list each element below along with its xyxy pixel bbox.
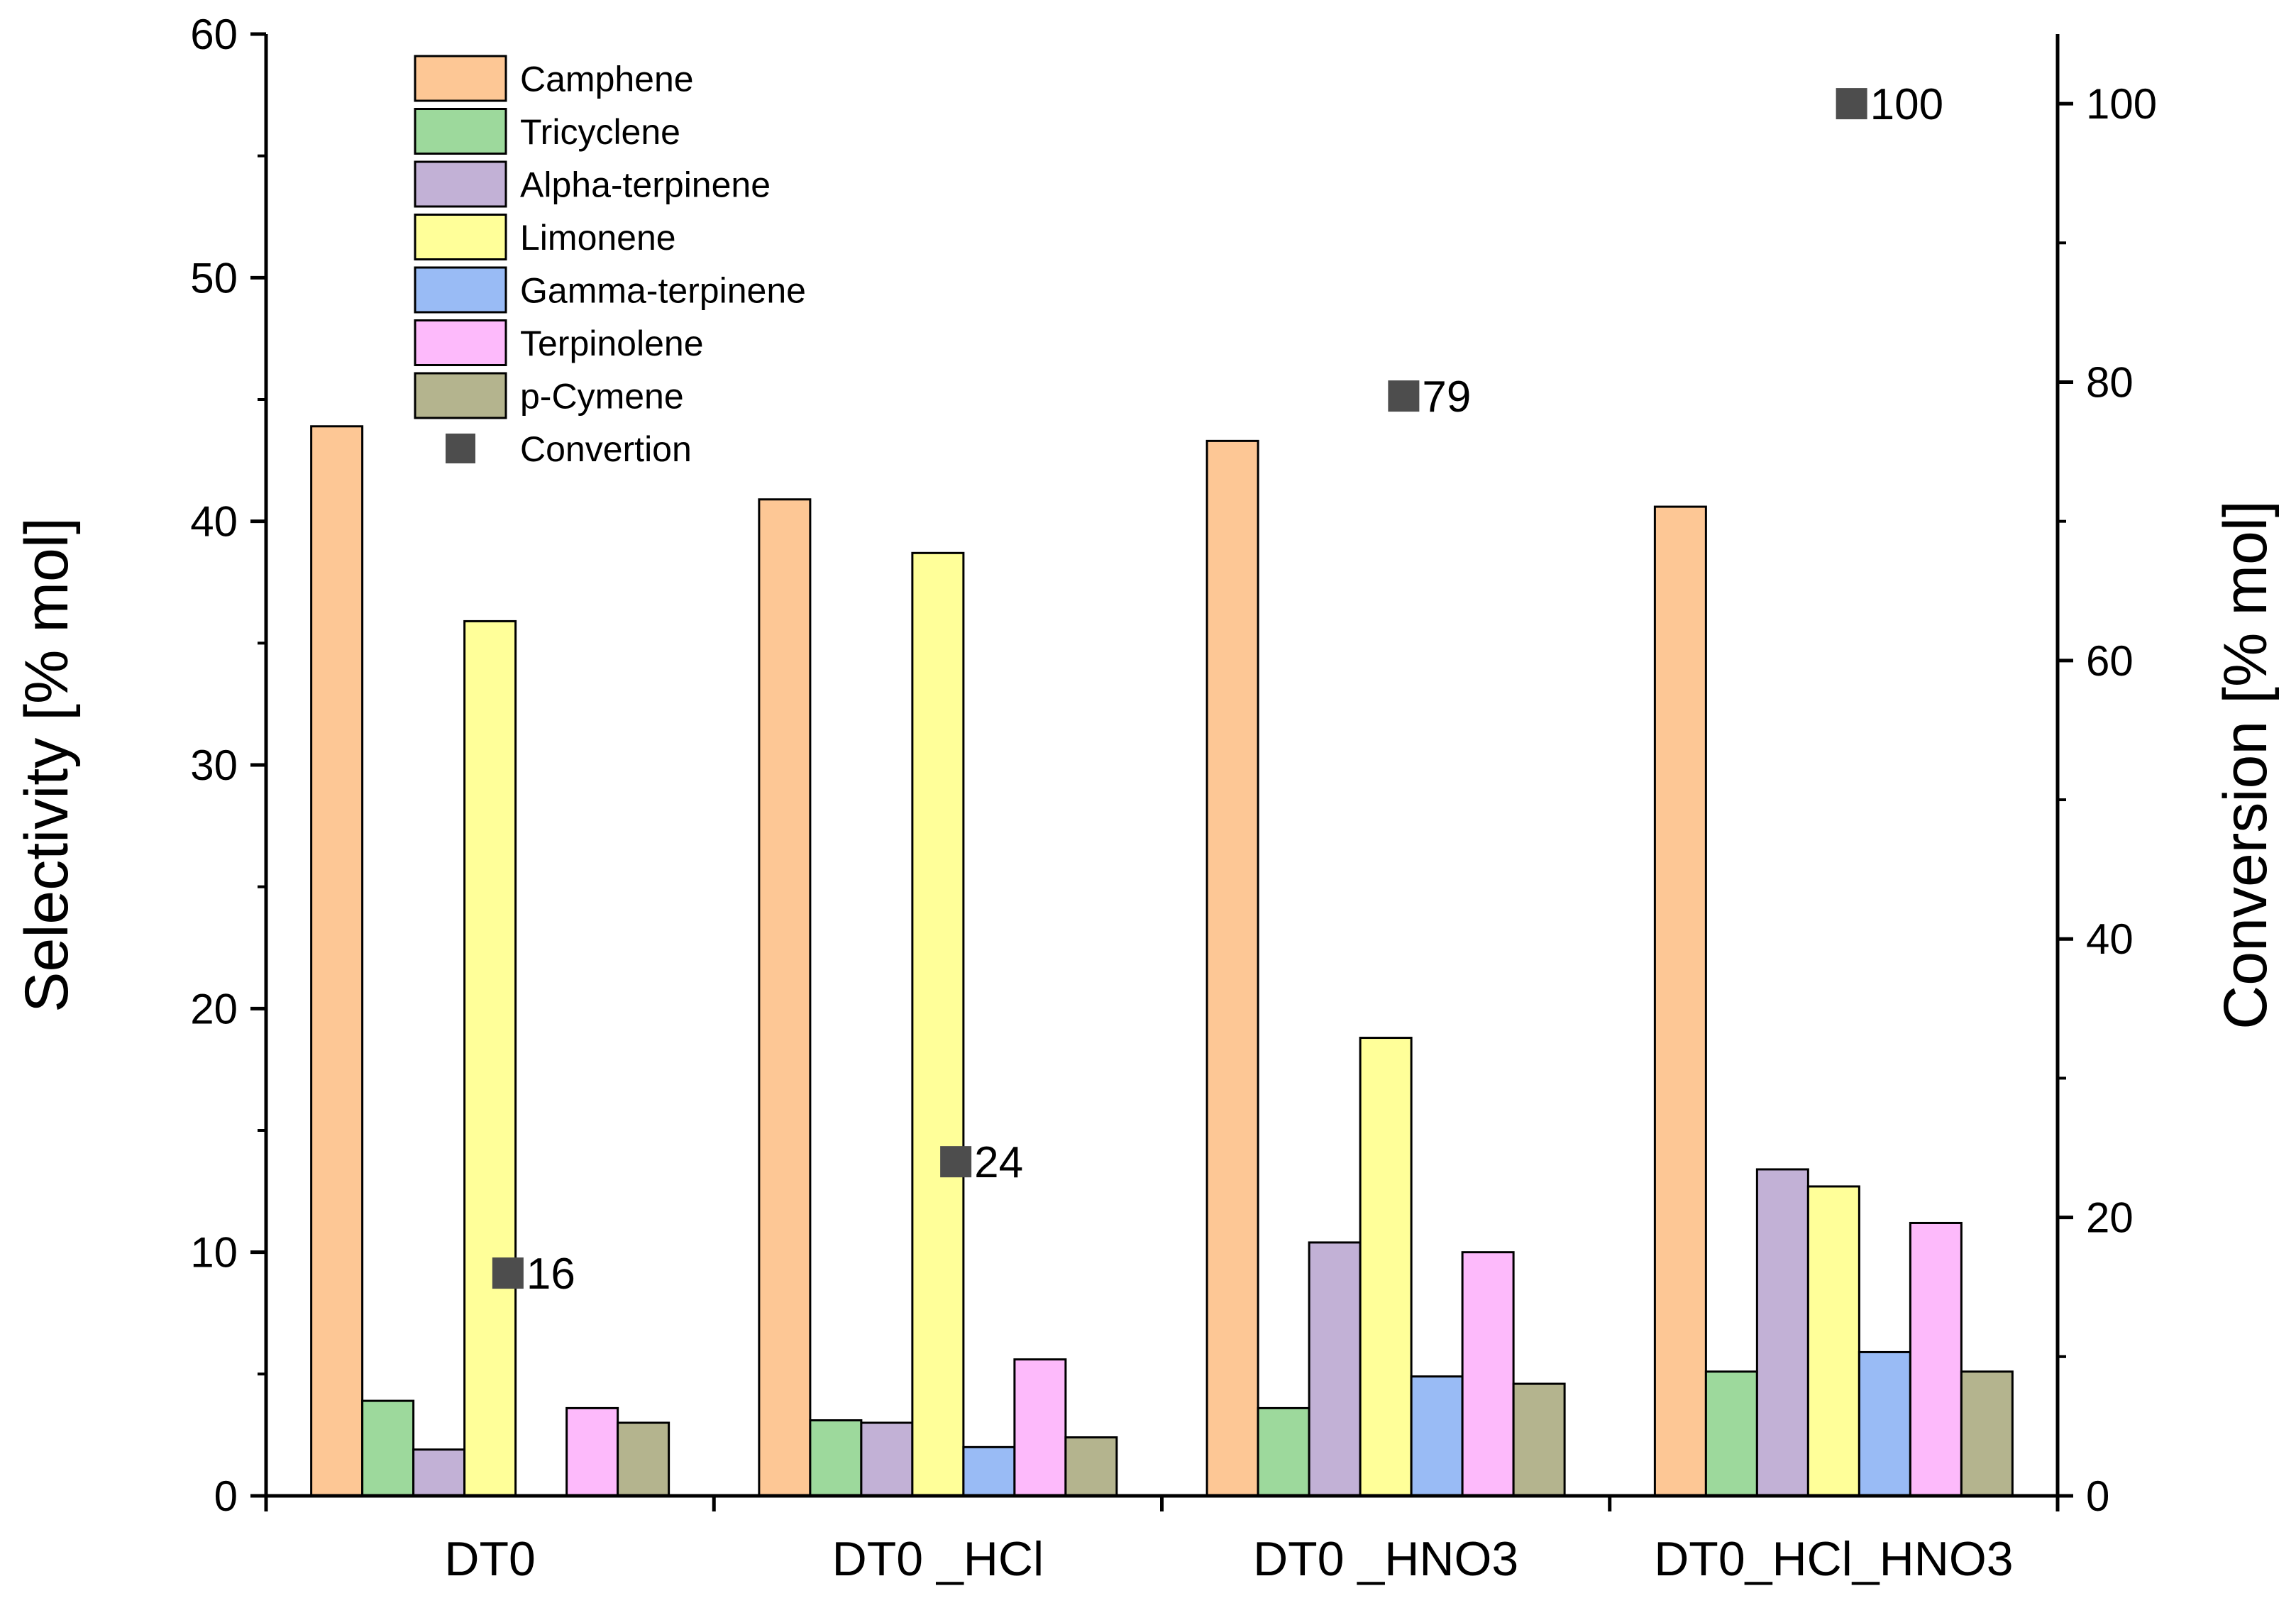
y-tick-right-label: 20 [2086,1194,2134,1242]
legend-label-camphene: Camphene [520,60,694,99]
bar-camphene-dt0-hcl [758,498,812,1497]
legend: Camphene Tricyclene Alpha-terpinene Limonen… [414,55,806,469]
conversion-label-dt0-hcl: 24 [974,1138,1023,1187]
legend-label-convertion: Convertion [520,429,692,469]
legend-label-tricyclene: Tricyclene [520,112,680,152]
bar-gamma-terpinene-dt0-hcl-hno3 [1858,1350,1911,1497]
bar-camphene-dt0 [310,425,364,1497]
y-tick-left-label: 0 [214,1472,238,1520]
legend-swatch-alpha-terpinene [414,160,507,208]
legend-label-limonene: Limonene [520,218,676,258]
bar-tricyclene-dt0-hno3 [1257,1406,1310,1497]
y-tick-right-label: 0 [2086,1472,2109,1520]
bar-terpinolene-dt0-hcl-hno3 [1909,1221,1963,1497]
bars-layer [310,425,2014,1497]
y-tick-left-label: 20 [190,985,238,1032]
bar-terpinolene-dt0-hno3 [1461,1251,1515,1497]
legend-swatch-p-cymene [414,372,507,419]
y-axis-left-title: Selectivity [% mol] [13,517,81,1013]
legend-swatch-terpinolene [414,319,507,366]
bar-tricyclene-dt0-hcl [809,1419,863,1497]
bar-limonene-dt0-hno3 [1359,1037,1413,1497]
y-tick-left-label: 30 [190,742,238,789]
bar-terpinolene-dt0 [565,1406,619,1497]
legend-swatch-camphene [414,55,507,102]
conversion-marker-dt0 [492,1257,524,1289]
x-tick-label-dt0-hcl-hno3: DT0_HCl_HNO3 [1654,1532,2013,1586]
y-tick-left-label: 10 [190,1229,238,1277]
y-tick-right-label: 40 [2086,915,2134,963]
bar-camphene-dt0-hcl-hno3 [1653,505,1707,1497]
bar-gamma-terpinene-dt0-hno3 [1410,1375,1464,1497]
bar-alpha-terpinene-dt0-hcl-hno3 [1755,1168,1809,1497]
conversion-layer: 16 24 79 100 [492,80,1943,1299]
legend-swatch-limonene [414,214,507,260]
bar-p-cymene-dt0-hcl-hno3 [1960,1370,2014,1497]
x-tick-label-dt0-hno3: DT0 _HNO3 [1253,1532,1518,1586]
conversion-marker-dt0-hcl-hno3 [1836,88,1867,120]
legend-swatch-tricyclene [414,108,507,155]
y-tick-left-label: 40 [190,498,238,546]
bar-gamma-terpinene-dt0-hcl [962,1445,1016,1497]
legend-label-terpinolene: Terpinolene [520,324,704,363]
y-tick-left-label: 50 [190,254,238,302]
conversion-marker-dt0-hcl [940,1146,972,1178]
bar-limonene-dt0 [463,619,517,1497]
bar-limonene-dt0-hcl [911,551,965,1497]
y-tick-left-label: 60 [190,11,238,58]
conversion-label-dt0-hno3: 79 [1422,373,1471,422]
legend-marker-convertion [446,434,475,463]
legend-label-p-cymene: p-Cymene [520,377,684,417]
y-tick-right-label: 60 [2086,637,2134,685]
y-tick-right-label: 100 [2086,80,2157,128]
legend-swatch-gamma-terpinene [414,266,507,314]
legend-label-gamma-terpinene: Gamma-terpinene [520,271,806,311]
axes-layer: 0 10 20 30 40 50 60 0 20 40 60 80 100 DT0 DT0 _HCl DT0 … [13,11,2280,1586]
bar-p-cymene-dt0 [617,1421,670,1497]
bar-p-cymene-dt0-hcl [1064,1436,1118,1497]
x-tick-label-dt0: DT0 [444,1532,535,1586]
conversion-label-dt0: 16 [526,1250,575,1299]
bar-alpha-terpinene-dt0-hcl [860,1421,914,1497]
bar-camphene-dt0-hno3 [1205,439,1259,1497]
bar-tricyclene-dt0-hcl-hno3 [1704,1370,1758,1497]
y-axis-right-title: Conversion [% mol] [2212,500,2280,1030]
bar-alpha-terpinene-dt0-hno3 [1308,1241,1362,1497]
legend-label-alpha-terpinene: Alpha-terpinene [520,165,771,205]
conversion-label-dt0-hcl-hno3: 100 [1870,80,1943,129]
bar-p-cymene-dt0-hno3 [1512,1382,1566,1497]
bar-limonene-dt0-hcl-hno3 [1806,1185,1860,1497]
y-tick-right-label: 80 [2086,358,2134,406]
bar-terpinolene-dt0-hcl [1013,1358,1067,1497]
bar-tricyclene-dt0 [361,1399,415,1497]
x-tick-label-dt0-hcl: DT0 _HCl [832,1532,1044,1586]
bar-alpha-terpinene-dt0 [412,1448,466,1497]
conversion-marker-dt0-hno3 [1388,380,1420,412]
